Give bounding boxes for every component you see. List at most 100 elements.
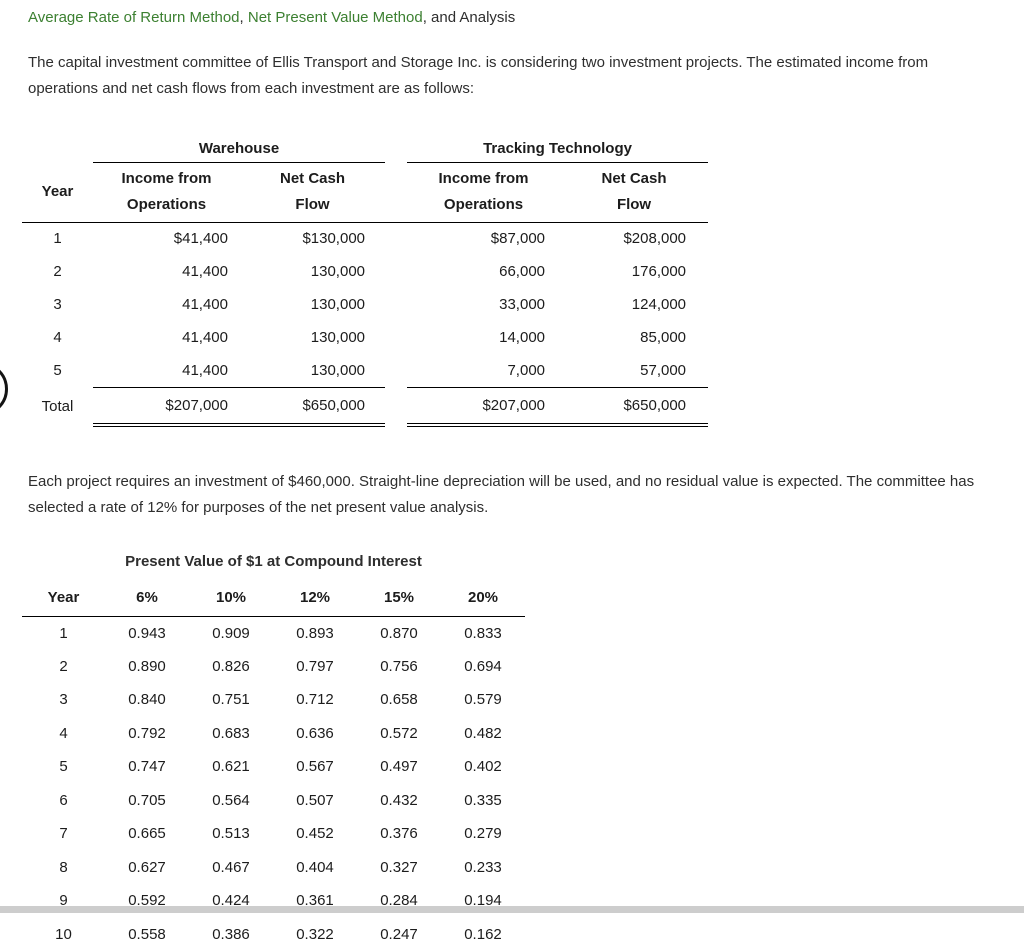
pv-factor-cell: 0.636 bbox=[273, 717, 357, 751]
pv-factor-cell: 0.658 bbox=[357, 683, 441, 717]
pv-factor-cell: 0.890 bbox=[105, 650, 189, 684]
pv-factor-cell: 0.507 bbox=[273, 784, 357, 818]
pv-factor-cell: 0.909 bbox=[189, 616, 273, 650]
amount-cell: 130,000 bbox=[240, 255, 385, 288]
table-row: 5 0.747 0.621 0.567 0.497 0.402 bbox=[22, 750, 525, 784]
amount-cell: 57,000 bbox=[560, 354, 708, 387]
pv-factor-cell: 0.233 bbox=[441, 851, 525, 885]
table-row: 1 $41,400 $130,000 $87,000 $208,000 bbox=[22, 222, 708, 255]
pv-factor-cell: 0.870 bbox=[357, 616, 441, 650]
horizontal-scrollbar[interactable] bbox=[0, 906, 1024, 913]
amount-cell: 85,000 bbox=[560, 321, 708, 354]
tracking-netcash-column-header: Net Cash Flow bbox=[560, 162, 708, 222]
total-amount-cell: $650,000 bbox=[240, 387, 385, 425]
total-amount-cell: $650,000 bbox=[560, 387, 708, 425]
pv-factor-cell: 0.452 bbox=[273, 817, 357, 851]
pv-factor-cell: 0.322 bbox=[273, 918, 357, 951]
pv-factor-cell: 0.840 bbox=[105, 683, 189, 717]
amount-cell: $208,000 bbox=[560, 222, 708, 255]
pv-factor-cell: 0.467 bbox=[189, 851, 273, 885]
link-net-present-value-method[interactable]: Net Present Value Method bbox=[248, 9, 423, 26]
amount-cell: 66,000 bbox=[407, 255, 560, 288]
pv-factor-cell: 0.327 bbox=[357, 851, 441, 885]
pv-factor-cell: 0.621 bbox=[189, 750, 273, 784]
amount-cell: 130,000 bbox=[240, 354, 385, 387]
pv-factor-cell: 0.376 bbox=[357, 817, 441, 851]
spacer-cell bbox=[385, 321, 407, 354]
pv-factor-cell: 0.247 bbox=[357, 918, 441, 951]
warehouse-group-header: Warehouse bbox=[93, 128, 385, 162]
pv-factor-cell: 0.279 bbox=[441, 817, 525, 851]
pv-factor-cell: 0.747 bbox=[105, 750, 189, 784]
pv-factor-cell: 0.751 bbox=[189, 683, 273, 717]
pv-factor-cell: 0.335 bbox=[441, 784, 525, 818]
amount-cell: $87,000 bbox=[407, 222, 560, 255]
amount-cell: 33,000 bbox=[407, 288, 560, 321]
table-row: 3 41,400 130,000 33,000 124,000 bbox=[22, 288, 708, 321]
pv-factor-cell: 0.943 bbox=[105, 616, 189, 650]
year-cell: 4 bbox=[22, 321, 93, 354]
pv-table-title: Present Value of $1 at Compound Interest bbox=[22, 553, 525, 570]
pv-factor-cell: 0.564 bbox=[189, 784, 273, 818]
spacer-cell bbox=[385, 222, 407, 255]
year-cell: 5 bbox=[22, 354, 93, 387]
tracking-income-column-header: Income from Operations bbox=[407, 162, 560, 222]
pv-year-cell: 3 bbox=[22, 683, 105, 717]
spacer-cell bbox=[385, 387, 407, 425]
page: Average Rate of Return Method, Net Prese… bbox=[0, 8, 1024, 951]
pv-year-header: Year bbox=[22, 580, 105, 616]
pv-year-cell: 1 bbox=[22, 616, 105, 650]
pv-rate-header: 12% bbox=[273, 580, 357, 616]
pv-rate-header: 10% bbox=[189, 580, 273, 616]
clipped-circle-decoration bbox=[0, 362, 8, 416]
page-title: Average Rate of Return Method, Net Prese… bbox=[28, 8, 1024, 28]
year-cell: 1 bbox=[22, 222, 93, 255]
pv-factor-cell: 0.833 bbox=[441, 616, 525, 650]
table-row: 4 0.792 0.683 0.636 0.572 0.482 bbox=[22, 717, 525, 751]
amount-cell: $41,400 bbox=[93, 222, 240, 255]
group-header-row: Warehouse Tracking Technology bbox=[22, 128, 708, 162]
pv-factor-cell: 0.712 bbox=[273, 683, 357, 717]
amount-cell: 41,400 bbox=[93, 288, 240, 321]
warehouse-income-column-header: Income from Operations bbox=[93, 162, 240, 222]
amount-cell: 14,000 bbox=[407, 321, 560, 354]
pv-factor-cell: 0.386 bbox=[189, 918, 273, 951]
requirements-paragraph: Each project requires an investment of $… bbox=[28, 469, 996, 521]
spacer-cell bbox=[22, 128, 93, 162]
amount-cell: 7,000 bbox=[407, 354, 560, 387]
pv-factor-cell: 0.665 bbox=[105, 817, 189, 851]
amount-cell: 41,400 bbox=[93, 321, 240, 354]
pv-rate-header: 20% bbox=[441, 580, 525, 616]
pv-year-cell: 8 bbox=[22, 851, 105, 885]
pv-factor-cell: 0.497 bbox=[357, 750, 441, 784]
amount-cell: 41,400 bbox=[93, 255, 240, 288]
table-row: 2 0.890 0.826 0.797 0.756 0.694 bbox=[22, 650, 525, 684]
amount-cell: 130,000 bbox=[240, 321, 385, 354]
total-amount-cell: $207,000 bbox=[407, 387, 560, 425]
pv-rate-header: 6% bbox=[105, 580, 189, 616]
investment-table: Warehouse Tracking Technology Year Incom… bbox=[22, 128, 708, 427]
pv-factor-cell: 0.893 bbox=[273, 616, 357, 650]
spacer-cell bbox=[385, 255, 407, 288]
link-average-rate-of-return-method[interactable]: Average Rate of Return Method bbox=[28, 9, 240, 26]
pv-factor-cell: 0.162 bbox=[441, 918, 525, 951]
table-row: 5 41,400 130,000 7,000 57,000 bbox=[22, 354, 708, 387]
spacer-cell bbox=[385, 128, 407, 162]
spacer-cell bbox=[385, 162, 407, 222]
pv-year-cell: 10 bbox=[22, 918, 105, 951]
warehouse-netcash-column-header: Net Cash Flow bbox=[240, 162, 385, 222]
pv-factor-cell: 0.797 bbox=[273, 650, 357, 684]
pv-factor-cell: 0.756 bbox=[357, 650, 441, 684]
spacer-cell bbox=[385, 288, 407, 321]
pv-factor-cell: 0.558 bbox=[105, 918, 189, 951]
column-header-row: Year Income from Operations Net Cash Flo… bbox=[22, 162, 708, 222]
pv-year-cell: 2 bbox=[22, 650, 105, 684]
pv-year-cell: 6 bbox=[22, 784, 105, 818]
table-row: 1 0.943 0.909 0.893 0.870 0.833 bbox=[22, 616, 525, 650]
amount-cell: $130,000 bbox=[240, 222, 385, 255]
pv-year-cell: 4 bbox=[22, 717, 105, 751]
total-row: Total $207,000 $650,000 $207,000 $650,00… bbox=[22, 387, 708, 425]
table-row: 7 0.665 0.513 0.452 0.376 0.279 bbox=[22, 817, 525, 851]
pv-rate-header: 15% bbox=[357, 580, 441, 616]
pv-factor-cell: 0.792 bbox=[105, 717, 189, 751]
